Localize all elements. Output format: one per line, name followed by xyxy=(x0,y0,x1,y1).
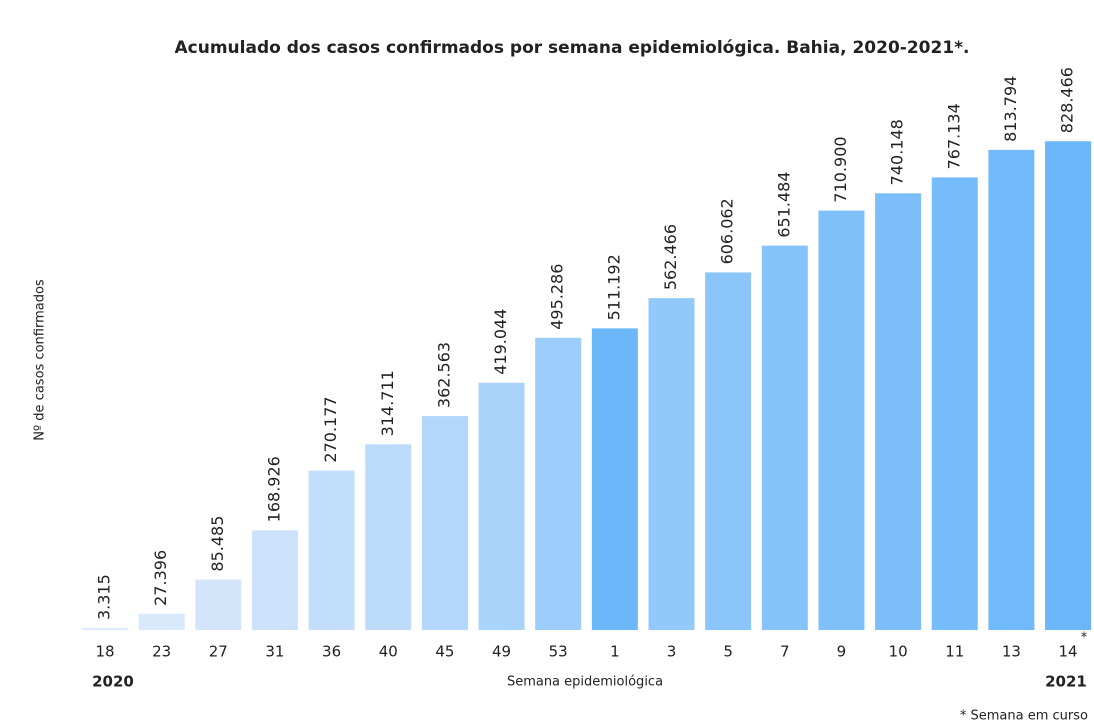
bar xyxy=(591,328,638,630)
x-tick-label: 31 xyxy=(265,643,284,661)
bar xyxy=(308,470,355,630)
bar xyxy=(761,245,808,630)
x-tick-label: 9 xyxy=(837,643,847,661)
bar xyxy=(365,444,412,630)
x-tick-label: 40 xyxy=(379,643,398,661)
year-label: 2020 xyxy=(92,673,134,691)
bar xyxy=(195,579,242,630)
value-label: 511.192 xyxy=(604,254,623,320)
value-label: 606.062 xyxy=(718,198,737,264)
bar xyxy=(421,416,468,630)
value-label: 813.794 xyxy=(1001,76,1020,142)
bar xyxy=(478,382,525,630)
bar xyxy=(138,613,185,630)
bar xyxy=(648,298,695,630)
bar xyxy=(988,149,1035,630)
y-axis-label: Nº de casos confirmados xyxy=(33,279,48,441)
value-label: 767.134 xyxy=(944,103,963,169)
value-label: 314.711 xyxy=(378,370,397,436)
bar xyxy=(818,210,865,630)
x-tick-label: 49 xyxy=(492,643,511,661)
value-label: 27.396 xyxy=(151,550,170,606)
x-tick-label: 7 xyxy=(780,643,790,661)
value-label: 168.926 xyxy=(264,456,283,522)
chart-title: Acumulado dos casos confirmados por sema… xyxy=(175,38,970,58)
value-label: 85.485 xyxy=(208,516,227,572)
bar xyxy=(82,628,128,630)
value-label: 828.466 xyxy=(1058,67,1077,133)
value-label: 562.466 xyxy=(661,224,680,290)
x-tick-label: 5 xyxy=(723,643,733,661)
x-axis-label: Semana epidemiológica xyxy=(507,675,663,690)
bar xyxy=(535,337,582,630)
footnote: * Semana em curso xyxy=(960,709,1088,724)
x-tick-label: 14 xyxy=(1059,643,1078,661)
value-label: 419.044 xyxy=(491,309,510,375)
x-tick-label: 45 xyxy=(435,643,454,661)
bar xyxy=(1045,141,1092,630)
bar xyxy=(931,177,978,631)
x-tick-label: 3 xyxy=(667,643,677,661)
value-label: 710.900 xyxy=(831,136,850,202)
x-tick-label: 53 xyxy=(549,643,568,661)
x-tick-label: 13 xyxy=(1002,643,1021,661)
value-label: 270.177 xyxy=(321,396,340,462)
bar xyxy=(705,272,752,630)
bar xyxy=(875,193,922,630)
asterisk: * xyxy=(1081,631,1088,646)
year-label: 2021 xyxy=(1045,673,1087,691)
bar xyxy=(251,530,298,630)
x-tick-label: 10 xyxy=(889,643,908,661)
x-tick-label: 23 xyxy=(152,643,171,661)
value-label: 3.315 xyxy=(95,574,114,620)
x-tick-label: 36 xyxy=(322,643,341,661)
x-tick-label: 18 xyxy=(95,643,114,661)
value-label: 740.148 xyxy=(888,119,907,185)
x-tick-label: 1 xyxy=(610,643,620,661)
value-label: 651.484 xyxy=(774,171,793,237)
x-tick-label: 27 xyxy=(209,643,228,661)
x-tick-label: 11 xyxy=(945,643,964,661)
value-label: 362.563 xyxy=(434,342,453,408)
value-label: 495.286 xyxy=(548,264,567,330)
